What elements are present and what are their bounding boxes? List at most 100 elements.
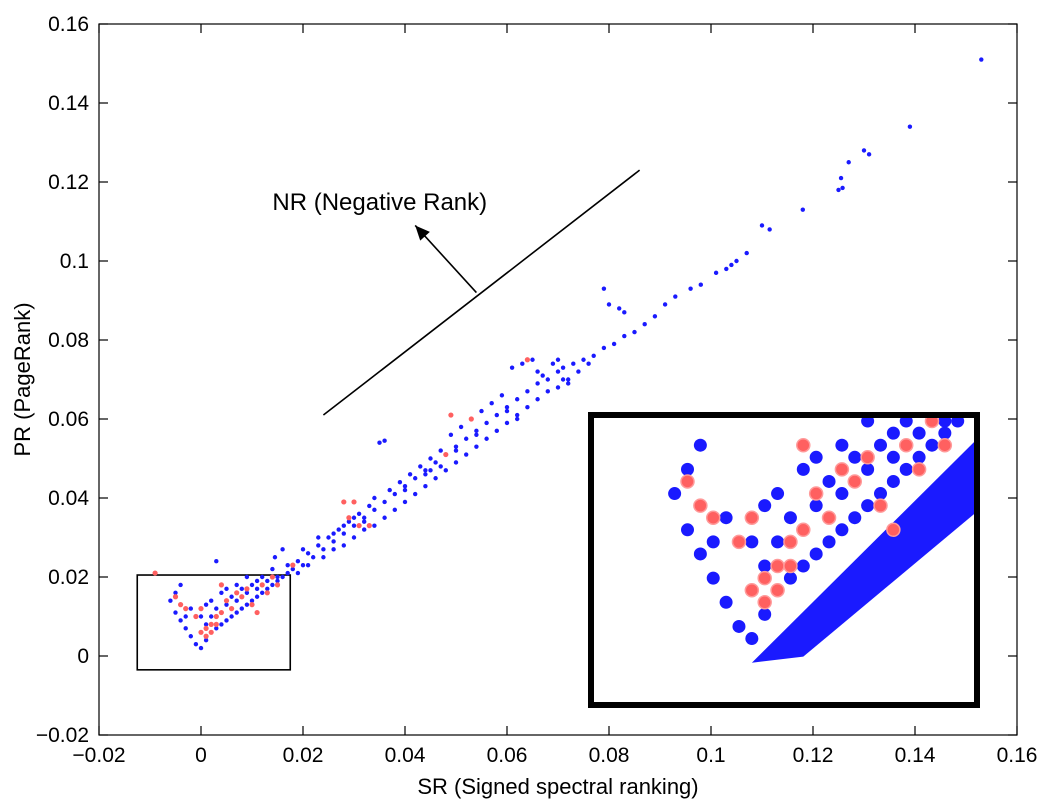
inset-negative-point <box>757 595 772 610</box>
positive-point <box>321 555 326 560</box>
inset-negative-point <box>886 522 901 538</box>
inset-positive-point <box>758 499 772 513</box>
negative-point <box>249 602 255 608</box>
inset-positive-point <box>835 523 849 537</box>
positive-point <box>362 519 367 524</box>
positive-point <box>316 535 321 540</box>
positive-point <box>224 618 229 623</box>
inset-frame <box>588 412 980 708</box>
positive-point <box>244 590 250 595</box>
positive-point <box>611 341 617 347</box>
positive-point <box>198 614 204 619</box>
positive-point <box>729 262 734 268</box>
negative-point <box>346 515 352 521</box>
positive-point <box>453 444 459 449</box>
positive-point <box>331 539 336 544</box>
negative-point <box>524 357 531 363</box>
positive-point <box>290 566 295 572</box>
x-tick-label: −0.02 <box>72 744 125 767</box>
inset-negative-point <box>834 462 850 477</box>
inset-positive-point <box>732 619 746 633</box>
positive-point <box>525 389 530 394</box>
negative-point <box>264 590 270 596</box>
inset-positive-point <box>706 535 720 549</box>
positive-point <box>453 460 459 465</box>
x-tick-label: 0 <box>195 744 207 767</box>
positive-point <box>346 519 352 524</box>
negative-point <box>341 499 347 505</box>
positive-point <box>239 586 244 592</box>
inset-negative-point <box>924 415 940 429</box>
positive-point <box>586 361 591 366</box>
inset-positive-point <box>835 487 849 501</box>
inset-negative-point <box>770 582 785 598</box>
positive-point <box>392 491 397 497</box>
positive-point <box>846 160 851 165</box>
negative-point <box>213 613 219 620</box>
positive-point <box>744 250 749 256</box>
positive-point <box>979 57 984 62</box>
positive-point <box>311 555 316 560</box>
positive-point <box>341 543 346 548</box>
negative-point <box>229 606 235 612</box>
inset-positive-point <box>783 571 797 585</box>
x-tick-label: 0.06 <box>487 744 528 767</box>
negative-point <box>198 629 204 635</box>
inset-positive-point <box>719 595 733 609</box>
positive-point <box>178 582 183 588</box>
inset-positive-point <box>938 426 952 440</box>
positive-point <box>767 227 772 232</box>
positive-point <box>224 586 229 592</box>
inset-negative-point <box>693 498 708 513</box>
data-points <box>152 57 984 651</box>
positive-point <box>836 187 841 193</box>
inset-positive-point <box>719 511 733 525</box>
x-tick-label: 0.14 <box>895 744 936 767</box>
inset-negative-point <box>847 474 863 489</box>
positive-point <box>188 634 193 639</box>
positive-point <box>713 270 719 276</box>
negative-point <box>213 621 219 628</box>
inset-negative-point <box>705 510 721 525</box>
positive-point <box>372 523 377 528</box>
positive-point <box>504 420 510 426</box>
positive-point <box>168 598 173 603</box>
inset-negative-point <box>744 582 760 598</box>
positive-point <box>423 483 428 489</box>
positive-point <box>183 626 188 631</box>
positive-point <box>423 472 428 477</box>
positive-point <box>601 286 607 291</box>
positive-point <box>300 562 306 568</box>
inset-positive-point <box>745 535 759 549</box>
positive-point <box>838 175 844 181</box>
inset-positive-point <box>758 607 772 621</box>
positive-point <box>866 152 872 157</box>
positive-point <box>249 598 255 603</box>
negative-point <box>218 582 224 588</box>
negative-point <box>172 594 179 600</box>
positive-point <box>239 606 244 611</box>
positive-point <box>397 480 403 485</box>
positive-point <box>433 476 438 481</box>
inset-negative-point <box>911 462 927 477</box>
positive-point <box>448 432 454 437</box>
positive-point <box>413 491 418 497</box>
positive-point <box>484 436 489 441</box>
positive-point <box>272 555 278 560</box>
positive-point <box>840 185 845 191</box>
positive-point <box>173 590 178 595</box>
positive-point <box>545 377 550 382</box>
positive-point <box>214 626 219 631</box>
inset-negative-point <box>821 510 837 525</box>
positive-point <box>525 404 530 410</box>
negative-point <box>208 629 214 635</box>
positive-point <box>458 424 464 430</box>
positive-point <box>566 381 571 386</box>
y-tick-label: 0.08 <box>48 329 89 352</box>
positive-point <box>581 357 586 362</box>
inset-negative-point <box>860 450 875 465</box>
inset-positive-point <box>681 523 694 537</box>
positive-point <box>606 302 612 307</box>
inset-negative-point <box>873 498 888 513</box>
